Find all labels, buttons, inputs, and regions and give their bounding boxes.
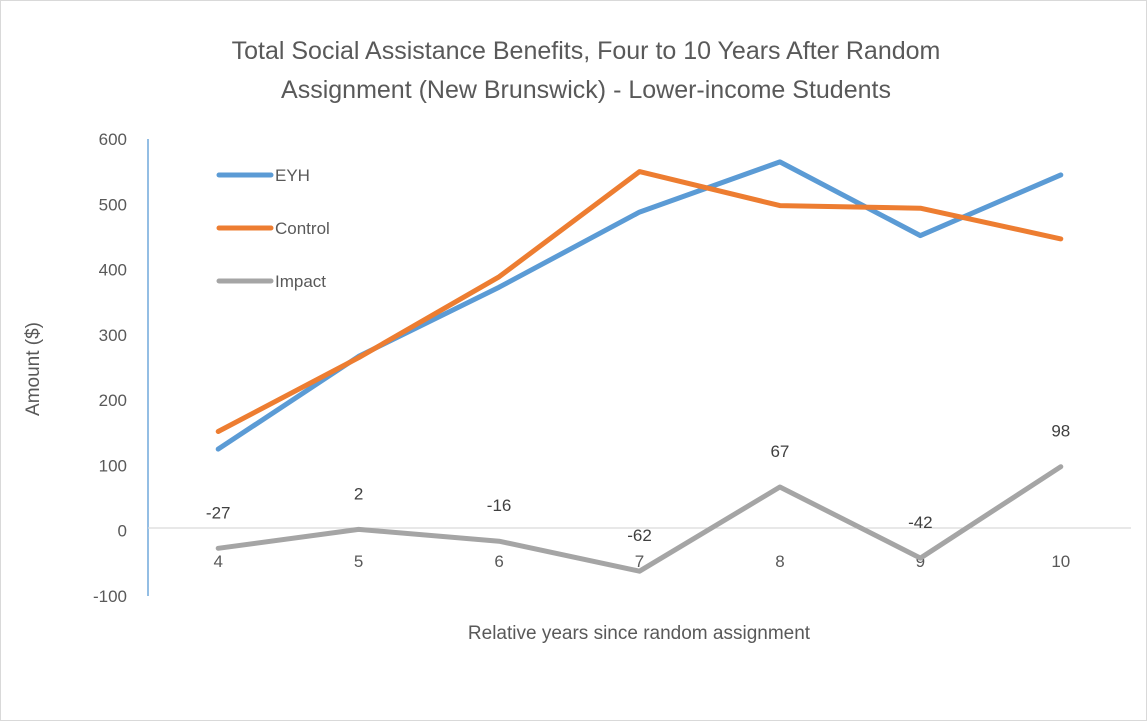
- impact-data-label: 98: [1051, 422, 1070, 441]
- y-tick-label: 300: [99, 326, 127, 345]
- x-tick-labels: 4 5 6 7 8 9 10: [213, 552, 1070, 571]
- y-tick-labels: 600 500 400 300 200 100 0 -100: [93, 130, 127, 606]
- chart-title-line-2: Assignment (New Brunswick) - Lower-incom…: [281, 76, 891, 104]
- series-line-eyh: [215, 159, 1064, 452]
- legend-label-control: Control: [275, 219, 330, 238]
- legend-label-eyh: EYH: [275, 166, 310, 185]
- impact-data-label: -27: [206, 503, 231, 522]
- y-tick-label: 0: [118, 522, 127, 541]
- x-tick-label: 8: [775, 552, 784, 571]
- y-tick-label: 200: [99, 391, 127, 410]
- impact-data-label: -42: [908, 513, 933, 532]
- y-tick-label: 100: [99, 456, 127, 475]
- series-lines: [215, 159, 1064, 574]
- impact-data-label: 2: [354, 484, 363, 503]
- impact-data-label: -62: [627, 526, 652, 545]
- series-line-control: [215, 169, 1064, 434]
- x-axis-title: Relative years since random assignment: [468, 623, 811, 644]
- chart-title-line-1: Total Social Assistance Benefits, Four t…: [232, 37, 941, 65]
- y-tick-label: -100: [93, 587, 127, 606]
- impact-data-label: 67: [770, 442, 789, 461]
- x-tick-label: 4: [213, 552, 222, 571]
- y-tick-label: 600: [99, 130, 127, 149]
- impact-data-labels: -27 2 -16 -62 67 -42 98: [206, 422, 1070, 545]
- x-tick-label: 6: [494, 552, 503, 571]
- legend-label-impact: Impact: [275, 272, 326, 291]
- impact-data-label: -16: [487, 496, 512, 515]
- x-tick-label: 5: [354, 552, 363, 571]
- y-tick-label: 400: [99, 261, 127, 280]
- y-axis-title: Amount ($): [23, 322, 44, 416]
- x-tick-label: 7: [635, 552, 644, 571]
- x-tick-label: 9: [916, 552, 925, 571]
- y-tick-label: 500: [99, 195, 127, 214]
- x-tick-label: 10: [1051, 552, 1070, 571]
- legend: EYH Control Impact: [216, 166, 330, 291]
- series-line-impact: [215, 464, 1064, 574]
